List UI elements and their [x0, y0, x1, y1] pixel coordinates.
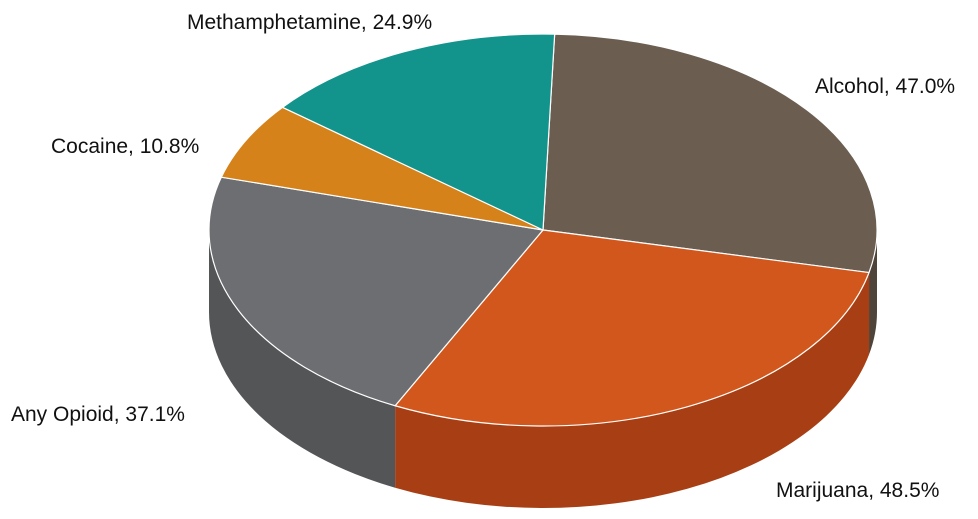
- slice-label-methamphetamine: Methamphetamine, 24.9%: [187, 11, 432, 34]
- pie-side-walls: [209, 230, 878, 508]
- slice-label-alcohol: Alcohol, 47.0%: [815, 75, 955, 98]
- pie-side-marijuana: [395, 272, 870, 508]
- pie-slice-marijuana: [394, 229, 870, 427]
- pie-side-alcohol: [869, 230, 878, 355]
- pie-slice-any-opioid: [208, 176, 544, 407]
- pie-side-any-opioid: [209, 230, 396, 488]
- slice-label-cocaine: Cocaine, 10.8%: [51, 135, 199, 158]
- slice-label-marijuana: Marijuana, 48.5%: [776, 479, 939, 502]
- pie-labels: Alcohol, 47.0% Marijuana, 48.5% Any Opioid…: [11, 11, 955, 502]
- pie-slices: [208, 33, 878, 427]
- pie-slice-alcohol: [542, 33, 878, 274]
- slice-label-any-opioid: Any Opioid, 37.1%: [11, 403, 185, 426]
- pie-slice-cocaine: [220, 106, 544, 231]
- pie-slice-methamphetamine: [281, 33, 556, 231]
